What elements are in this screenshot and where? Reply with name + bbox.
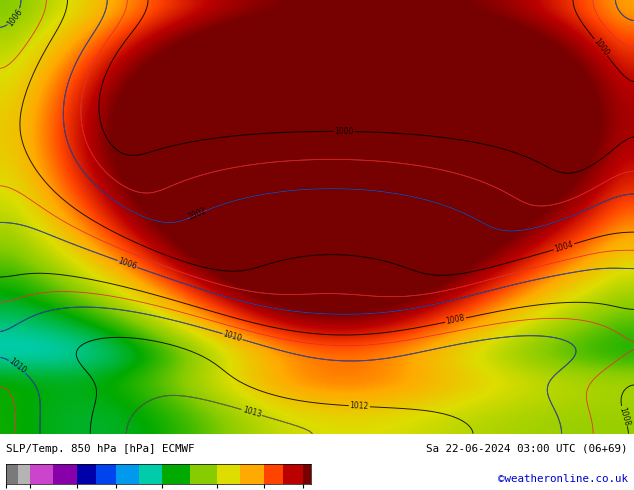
Bar [240,464,264,484]
Text: 1002: 1002 [187,206,208,222]
Bar [18,464,30,484]
Bar [115,464,139,484]
Text: 1012: 1012 [349,401,369,411]
Text: 1006: 1006 [5,7,24,28]
Text: 1008: 1008 [445,314,466,326]
Bar [217,464,240,484]
Text: 1000: 1000 [334,127,354,136]
Bar [53,464,77,484]
Bar [30,464,53,484]
Bar [139,464,162,484]
Text: 1004: 1004 [553,240,574,254]
Text: 1008: 1008 [618,406,631,427]
Text: ©weatheronline.co.uk: ©weatheronline.co.uk [498,474,628,484]
Bar [303,464,311,484]
Text: 1010: 1010 [222,330,243,343]
Text: 1000: 1000 [592,37,611,58]
Bar [283,464,303,484]
Text: Sa 22-06-2024 03:00 UTC (06+69): Sa 22-06-2024 03:00 UTC (06+69) [426,444,628,454]
Bar [6,464,18,484]
Text: 1010: 1010 [7,357,28,376]
Text: 1006: 1006 [117,257,138,271]
Bar [77,464,96,484]
Text: 1013: 1013 [241,405,262,419]
Bar [162,464,190,484]
Text: SLP/Temp. 850 hPa [hPa] ECMWF: SLP/Temp. 850 hPa [hPa] ECMWF [6,444,195,454]
Bar [264,464,283,484]
Bar [96,464,115,484]
Bar [190,464,217,484]
